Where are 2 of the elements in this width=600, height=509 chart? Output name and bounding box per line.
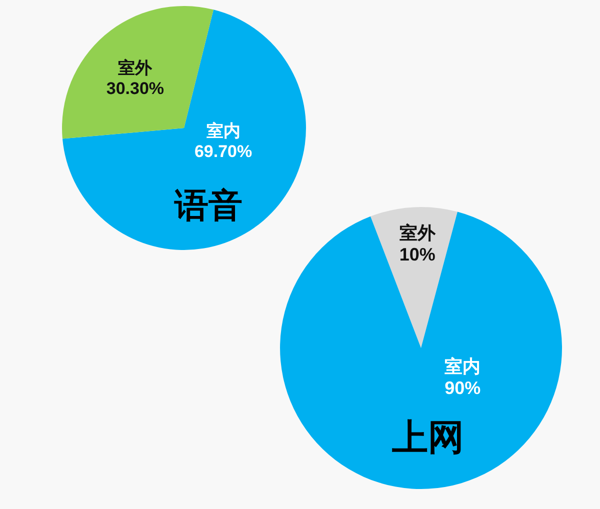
title: 上网: [392, 416, 464, 458]
title: 语音: [174, 187, 242, 226]
